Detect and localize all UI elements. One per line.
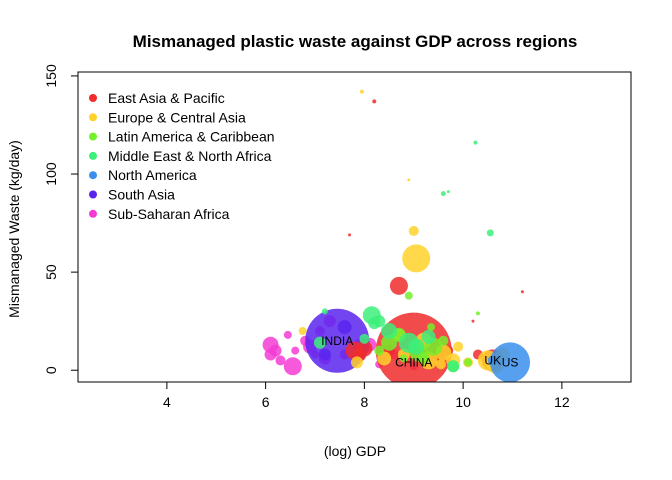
legend-label-south-asia: South Asia xyxy=(108,187,175,203)
bubble-latin-america-caribbean xyxy=(464,358,473,367)
bubble-europe-central-asia xyxy=(435,359,446,370)
x-axis-label: (log) GDP xyxy=(324,443,386,459)
x-tick-label: 6 xyxy=(262,394,270,410)
legend: East Asia & Pacific Europe & Central Asia… xyxy=(89,90,275,222)
bubble-middle-east-north-africa xyxy=(486,229,494,237)
y-tick-label: 0 xyxy=(43,366,59,374)
bubble-north-america xyxy=(490,342,531,382)
y-axis: 0 50 100 150 xyxy=(43,64,79,374)
y-axis-label: Mismanaged Waste (kg/day) xyxy=(6,140,22,318)
legend-marker-south-asia xyxy=(89,190,97,199)
bubble-south-asia xyxy=(318,348,331,361)
bubble-middle-east-north-africa xyxy=(359,333,370,344)
bubble-latin-america-caribbean xyxy=(399,354,408,363)
x-axis: 4 6 8 10 12 xyxy=(163,381,570,410)
y-tick-label: 50 xyxy=(43,264,59,280)
bubble-middle-east-north-africa xyxy=(368,317,381,330)
annotation-uk: UK xyxy=(484,353,501,367)
bubble-sub-saharan-africa xyxy=(275,355,286,366)
bubble-sub-saharan-africa xyxy=(264,348,277,361)
legend-marker-middle-east-north-africa xyxy=(89,151,97,160)
legend-label-north-america: North America xyxy=(108,167,197,183)
legend-label-latin-america-caribbean: Latin America & Caribbean xyxy=(108,129,275,145)
bubble-europe-central-asia xyxy=(407,178,411,182)
bubble-middle-east-north-africa xyxy=(473,140,478,145)
bubble-latin-america-caribbean xyxy=(404,291,413,300)
annotation-india: INDIA xyxy=(321,334,353,348)
bubble-middle-east-north-africa xyxy=(440,191,446,197)
annotation-us: US xyxy=(502,355,519,369)
bubble-middle-east-north-africa xyxy=(381,322,398,339)
annotations-layer: INDIA CHINA UK US xyxy=(321,334,518,370)
x-tick-label: 4 xyxy=(163,394,171,410)
annotation-china: CHINA xyxy=(395,355,432,369)
bubble-latin-america-caribbean xyxy=(438,335,449,346)
bubble-europe-central-asia xyxy=(453,341,464,352)
bubble-latin-america-caribbean xyxy=(475,311,480,316)
bubble-north-america xyxy=(487,355,498,366)
legend-marker-europe-central-asia xyxy=(89,113,97,122)
bubble-east-asia-pacific xyxy=(356,340,373,357)
chart-title: Mismanaged plastic waste against GDP acr… xyxy=(133,32,578,51)
x-tick-label: 8 xyxy=(360,394,368,410)
bubble-europe-central-asia xyxy=(359,89,364,94)
bubble-south-asia xyxy=(337,320,352,335)
legend-marker-north-america xyxy=(89,171,97,180)
bubble-latin-america-caribbean xyxy=(427,323,436,332)
y-tick-label: 150 xyxy=(43,64,59,88)
bubble-sub-saharan-africa xyxy=(283,330,292,339)
bubble-east-asia-pacific xyxy=(389,276,408,295)
bubble-sub-saharan-africa xyxy=(291,346,300,355)
bubble-middle-east-north-africa xyxy=(313,336,326,349)
legend-marker-east-asia-pacific xyxy=(89,94,97,102)
bubble-east-asia-pacific xyxy=(372,99,377,104)
bubble-middle-east-north-africa xyxy=(421,329,436,344)
bubble-latin-america-caribbean xyxy=(374,345,385,356)
bubble-europe-central-asia xyxy=(408,225,419,236)
legend-label-middle-east-north-africa: Middle East & North Africa xyxy=(108,148,272,164)
bubble-middle-east-north-africa xyxy=(447,360,460,373)
bubble-europe-central-asia xyxy=(350,356,363,369)
points-layer xyxy=(262,89,531,382)
x-tick-label: 10 xyxy=(455,394,471,410)
bubble-east-asia-pacific xyxy=(471,319,475,323)
legend-label-sub-saharan-africa: Sub-Saharan Africa xyxy=(108,206,230,222)
legend-marker-sub-saharan-africa xyxy=(89,209,97,218)
bubble-sub-saharan-africa xyxy=(283,357,302,376)
legend-label-europe-central-asia: Europe & Central Asia xyxy=(108,109,246,125)
legend-label-east-asia-pacific: East Asia & Pacific xyxy=(108,90,225,106)
bubble-middle-east-north-africa xyxy=(446,190,450,194)
bubble-latin-america-caribbean xyxy=(381,334,398,351)
y-tick-label: 100 xyxy=(43,162,59,186)
bubble-middle-east-north-africa xyxy=(408,338,425,355)
bubble-east-asia-pacific xyxy=(348,233,352,237)
legend-marker-latin-america-caribbean xyxy=(89,132,97,141)
bubble-middle-east-north-africa xyxy=(321,308,328,315)
x-tick-label: 12 xyxy=(554,394,570,410)
bubble-east-asia-pacific xyxy=(520,290,524,294)
bubble-europe-central-asia xyxy=(298,326,307,335)
bubble-europe-central-asia xyxy=(402,244,431,273)
bubble-latin-america-caribbean xyxy=(417,352,430,365)
